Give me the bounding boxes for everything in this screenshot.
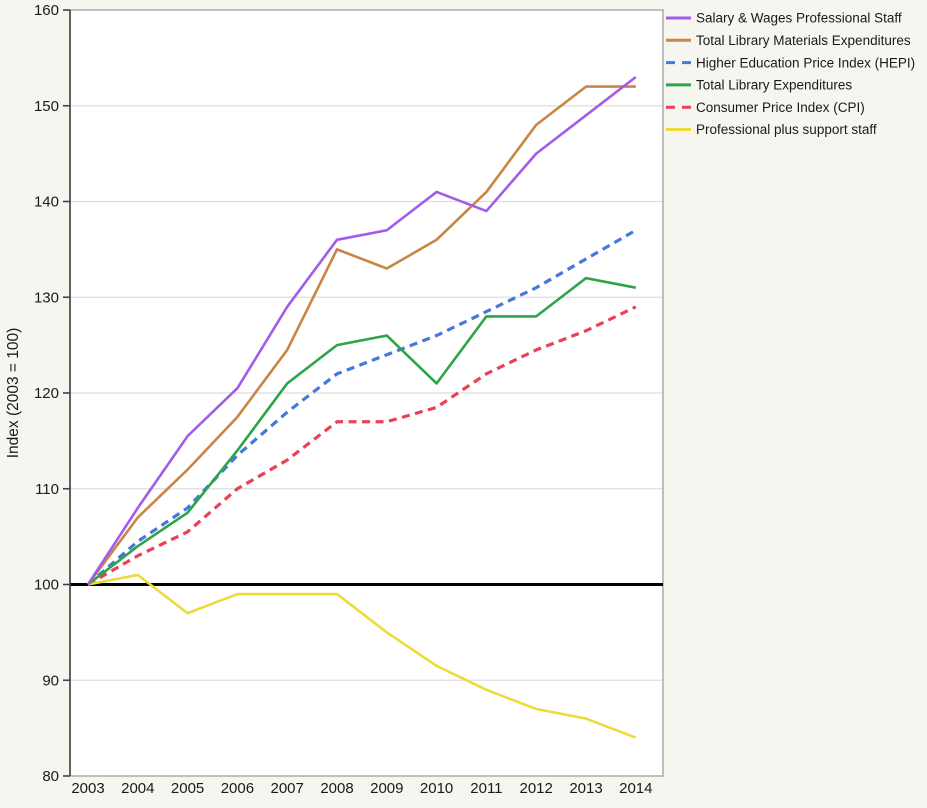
x-tick-label-2003: 2003 (71, 780, 104, 797)
x-tick-label-2010: 2010 (420, 780, 453, 797)
y-tick-label-150: 150 (34, 98, 59, 115)
x-tick-label-2004: 2004 (121, 780, 154, 797)
y-tick-label-110: 110 (35, 481, 59, 498)
x-tick-label-2012: 2012 (520, 780, 553, 797)
y-tick-label-120: 120 (34, 385, 59, 402)
y-tick-label-80: 80 (42, 768, 59, 785)
y-tick-label-140: 140 (34, 194, 59, 211)
y-tick-label-130: 130 (34, 289, 59, 306)
series-line-professional-plus-support-staff (87, 573, 637, 739)
x-tick-label-2009: 2009 (370, 780, 403, 797)
x-tick-label-2008: 2008 (320, 780, 353, 797)
series-line-total-library-materials-expenditures (86, 85, 636, 586)
x-tick-label-2005: 2005 (171, 780, 204, 797)
x-tick-label-2006: 2006 (221, 780, 254, 797)
series-line-higher-education-price-index-hepi (86, 228, 637, 586)
x-tick-label-2007: 2007 (271, 780, 304, 797)
series-line-salary-wages-professional-staff (86, 75, 637, 586)
y-tick-label-90: 90 (42, 672, 59, 689)
legend-label-consumer-price-index-cpi: Consumer Price Index (CPI) (696, 100, 865, 115)
legend-label-professional-plus-support-staff: Professional plus support staff (696, 122, 877, 137)
x-tick-label-2014: 2014 (619, 780, 652, 797)
y-tick-label-100: 100 (34, 577, 59, 594)
legend-label-salary-wages-professional-staff: Salary & Wages Professional Staff (696, 11, 902, 26)
x-tick-label-2011: 2011 (470, 780, 502, 797)
y-axis-title: Index (2003 = 100) (5, 328, 22, 459)
legend-label-total-library-materials-expenditures: Total Library Materials Expenditures (696, 33, 911, 48)
legend-label-higher-education-price-index-hepi: Higher Education Price Index (HEPI) (696, 55, 915, 70)
y-tick-label-160: 160 (34, 2, 59, 19)
series-line-total-library-expenditures (87, 276, 637, 586)
x-tick-label-2013: 2013 (569, 780, 602, 797)
legend-label-total-library-expenditures: Total Library Expenditures (696, 78, 852, 93)
